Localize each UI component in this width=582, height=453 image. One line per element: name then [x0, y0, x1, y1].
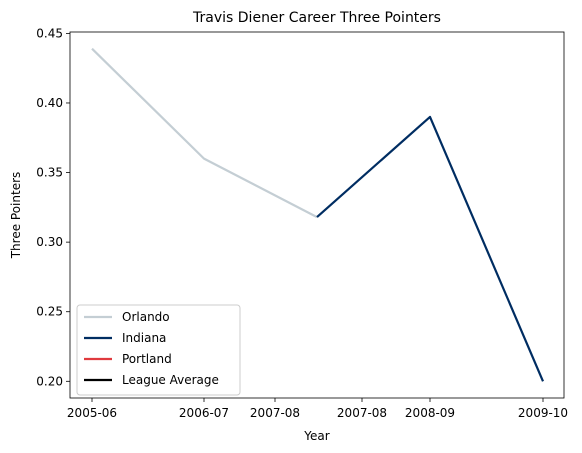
- plot-frame: [69, 31, 565, 399]
- y-axis-title: Three Pointers: [9, 172, 23, 260]
- x-tick-label: 2006-07: [179, 406, 229, 420]
- y-axis: 0.20 0.25 0.30 0.35 0.40 0.45: [36, 26, 70, 388]
- series-line-orlando: [91, 47, 318, 219]
- legend-box: [76, 304, 241, 396]
- legend-label-indiana: Indiana: [122, 331, 166, 345]
- y-tick-label: 0.40: [36, 96, 63, 110]
- y-tick-label: 0.25: [36, 305, 63, 319]
- legend-label-league-average: League Average: [122, 373, 219, 387]
- legend: Orlando Indiana Portland League Average: [76, 304, 241, 396]
- x-tick-label: 2008-09: [405, 406, 455, 420]
- chart-title: Travis Diener Career Three Pointers: [192, 10, 441, 26]
- x-axis: 2005-06 2006-07 2007-08 2007-08 2008-09 2009-…: [67, 398, 568, 420]
- x-axis-title: Year: [303, 429, 329, 443]
- legend-label-orlando: Orlando: [122, 310, 170, 324]
- y-tick-label: 0.30: [36, 235, 63, 249]
- y-tick-label: 0.35: [36, 166, 63, 180]
- plot-series: [91, 47, 545, 382]
- x-tick-label: 2007-08: [250, 406, 300, 420]
- y-tick-label: 0.45: [36, 26, 63, 40]
- x-tick-label: 2007-08: [337, 406, 387, 420]
- x-tick-label: 2009-10: [518, 406, 568, 420]
- y-tick-label: 0.20: [36, 374, 63, 388]
- x-tick-label: 2005-06: [67, 406, 117, 420]
- series-line-indiana: [316, 115, 545, 382]
- legend-label-portland: Portland: [122, 352, 172, 366]
